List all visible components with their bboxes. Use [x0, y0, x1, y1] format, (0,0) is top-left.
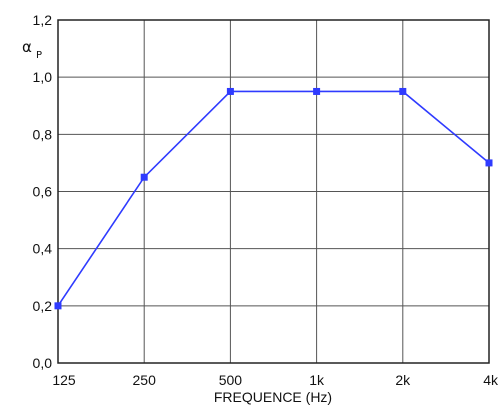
data-point [140, 173, 148, 181]
x-tick-label: 1k [309, 372, 325, 388]
x-axis-ticks: 125 250 500 1k 2k 4k [52, 372, 499, 388]
x-tick-label: 500 [219, 372, 243, 388]
x-tick-label: 2k [395, 372, 411, 388]
x-tick-label: 4k [483, 372, 499, 388]
y-tick-label: 1,2 [33, 12, 53, 28]
y-tick-label: 1,0 [33, 69, 53, 85]
data-point [226, 87, 234, 95]
y-axis-label-subscript: P [36, 50, 42, 61]
y-tick-label: 0,8 [33, 126, 53, 142]
series-line [57, 90, 490, 307]
data-point [399, 87, 407, 95]
grid [58, 20, 489, 363]
x-axis-label: FREQUENCE (Hz) [214, 389, 332, 405]
y-tick-label: 0,6 [33, 184, 53, 200]
plot-frame [57, 19, 490, 364]
y-axis-ticks: 0,0 0,2 0,4 0,6 0,8 1,0 1,2 [33, 12, 53, 371]
series [54, 87, 493, 310]
x-tick-label: 250 [133, 372, 157, 388]
y-tick-label: 0,0 [33, 355, 53, 371]
y-axis-label: α [22, 38, 32, 56]
data-point [485, 159, 493, 167]
y-tick-label: 0,4 [33, 241, 53, 257]
x-tick-label: 125 [52, 372, 76, 388]
y-tick-label: 0,2 [33, 298, 53, 314]
data-point [54, 302, 62, 310]
data-point [313, 87, 321, 95]
